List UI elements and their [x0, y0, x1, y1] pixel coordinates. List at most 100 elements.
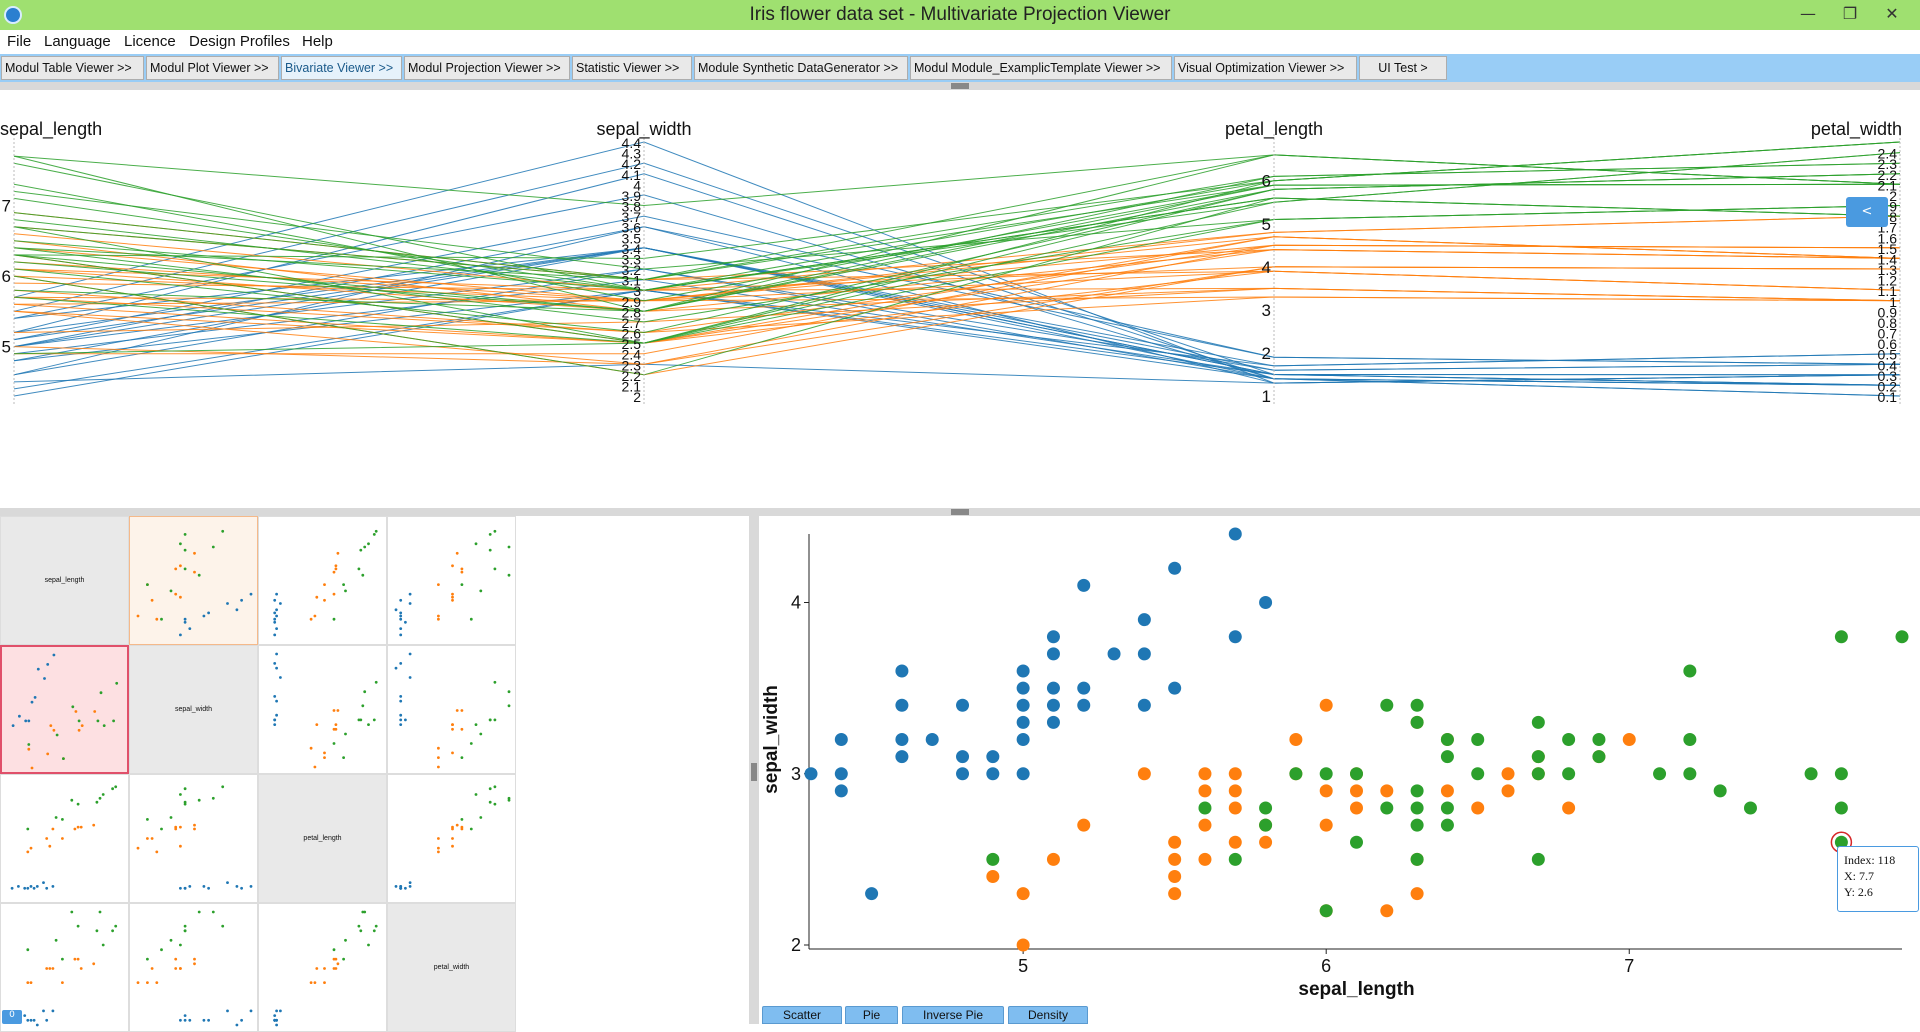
data-point[interactable] — [1471, 801, 1485, 815]
data-point[interactable] — [956, 698, 970, 712]
scatter-points[interactable] — [804, 527, 1909, 952]
matrix-scatter-cell[interactable] — [258, 516, 387, 645]
matrix-scatter-cell[interactable] — [0, 645, 129, 774]
data-point[interactable] — [1259, 818, 1273, 832]
data-point[interactable] — [1380, 801, 1394, 815]
matrix-badge[interactable]: 0 — [2, 1010, 22, 1024]
data-point[interactable] — [1410, 715, 1424, 729]
top-splitter[interactable] — [0, 82, 1920, 90]
data-point[interactable] — [1440, 784, 1454, 798]
data-point[interactable] — [986, 852, 1000, 866]
module-button-statistic-viewer[interactable]: Statistic Viewer >> — [572, 56, 692, 80]
matrix-scatter-cell[interactable] — [387, 516, 516, 645]
data-point[interactable] — [1198, 784, 1212, 798]
data-point[interactable] — [1622, 733, 1636, 746]
data-point[interactable] — [1410, 698, 1424, 712]
data-point[interactable] — [1077, 578, 1091, 592]
data-point[interactable] — [1410, 784, 1424, 798]
data-point[interactable] — [895, 698, 909, 712]
data-point[interactable] — [986, 870, 1000, 883]
data-point[interactable] — [1380, 904, 1394, 918]
data-point[interactable] — [1319, 784, 1333, 798]
matrix-diagonal-cell[interactable]: petal_length — [258, 774, 387, 903]
data-point[interactable] — [1259, 835, 1273, 849]
data-point[interactable] — [1198, 852, 1212, 866]
module-button-bivariate-viewer[interactable]: Bivariate Viewer >> — [281, 56, 402, 80]
data-point[interactable] — [865, 887, 879, 901]
module-button-table-viewer[interactable]: Modul Table Viewer >> — [1, 56, 144, 80]
data-point[interactable] — [1319, 818, 1333, 832]
data-point[interactable] — [1683, 767, 1697, 781]
matrix-scatter-cell[interactable] — [129, 903, 258, 1032]
data-point[interactable] — [1653, 767, 1667, 781]
data-point[interactable] — [1137, 647, 1151, 661]
data-point[interactable] — [1289, 767, 1303, 781]
collapse-button[interactable]: < — [1846, 197, 1888, 227]
data-point[interactable] — [1440, 750, 1454, 764]
minimize-icon[interactable]: — — [1800, 4, 1816, 23]
data-point[interactable] — [1016, 938, 1030, 952]
data-point[interactable] — [1562, 767, 1576, 781]
data-point[interactable] — [1319, 698, 1333, 712]
matrix-scatter-cell[interactable] — [258, 645, 387, 774]
data-point[interactable] — [1713, 784, 1727, 798]
data-point[interactable] — [834, 767, 848, 781]
matrix-scatter-cell[interactable] — [387, 645, 516, 774]
data-point[interactable] — [1137, 698, 1151, 712]
data-point[interactable] — [1743, 801, 1757, 815]
data-point[interactable] — [1834, 630, 1848, 644]
close-icon[interactable]: ✕ — [1885, 4, 1899, 23]
data-point[interactable] — [1259, 801, 1273, 815]
matrix-scatter-cell[interactable] — [258, 903, 387, 1032]
data-point[interactable] — [1077, 681, 1091, 695]
module-button-plot-viewer[interactable]: Modul Plot Viewer >> — [146, 56, 279, 80]
data-point[interactable] — [1137, 613, 1151, 627]
tab-pie[interactable]: Pie — [845, 1006, 898, 1024]
data-point[interactable] — [1168, 681, 1182, 695]
data-point[interactable] — [834, 784, 848, 798]
data-point[interactable] — [1380, 698, 1394, 712]
data-point[interactable] — [895, 733, 909, 746]
data-point[interactable] — [1350, 767, 1363, 781]
data-point[interactable] — [1077, 698, 1091, 712]
data-point[interactable] — [1410, 887, 1424, 901]
data-point[interactable] — [1016, 733, 1030, 746]
data-point[interactable] — [1501, 784, 1515, 798]
data-point[interactable] — [1380, 784, 1394, 798]
menu-help[interactable]: Help — [302, 33, 333, 50]
data-point[interactable] — [1410, 818, 1424, 832]
data-point[interactable] — [1016, 681, 1030, 695]
data-point[interactable] — [1168, 852, 1182, 866]
data-point[interactable] — [1228, 852, 1242, 866]
data-point[interactable] — [1289, 733, 1303, 746]
data-point[interactable] — [1562, 801, 1576, 815]
data-point[interactable] — [1683, 664, 1697, 678]
module-button-synthetic-datagenerator[interactable]: Module Synthetic DataGenerator >> — [694, 56, 908, 80]
data-point[interactable] — [1046, 630, 1060, 644]
menu-file[interactable]: File — [7, 33, 32, 50]
data-point[interactable] — [1198, 767, 1212, 781]
splitter-grip-icon[interactable] — [751, 763, 757, 781]
module-button-visual-optimization[interactable]: Visual Optimization Viewer >> — [1174, 56, 1357, 80]
splitter-grip-icon[interactable] — [951, 509, 969, 515]
data-point[interactable] — [1683, 733, 1697, 746]
data-point[interactable] — [1531, 852, 1545, 866]
matrix-diagonal-cell[interactable]: petal_width — [387, 903, 516, 1032]
matrix-scatter-cell[interactable] — [129, 774, 258, 903]
data-point[interactable] — [1198, 818, 1212, 832]
data-point[interactable] — [1471, 767, 1485, 781]
data-point[interactable] — [1046, 647, 1060, 661]
matrix-scatter-cell[interactable] — [0, 774, 129, 903]
data-point[interactable] — [1198, 801, 1212, 815]
matrix-scatter-cell[interactable] — [387, 774, 516, 903]
data-point[interactable] — [1440, 818, 1454, 832]
data-point[interactable] — [1077, 818, 1091, 832]
data-point[interactable] — [1107, 647, 1121, 661]
data-point[interactable] — [1592, 750, 1606, 764]
data-point[interactable] — [986, 750, 1000, 764]
data-point[interactable] — [1471, 733, 1485, 746]
data-point[interactable] — [1016, 698, 1030, 712]
data-point[interactable] — [1834, 801, 1848, 815]
data-point[interactable] — [1440, 801, 1454, 815]
tab-scatter[interactable]: Scatter — [762, 1006, 842, 1024]
